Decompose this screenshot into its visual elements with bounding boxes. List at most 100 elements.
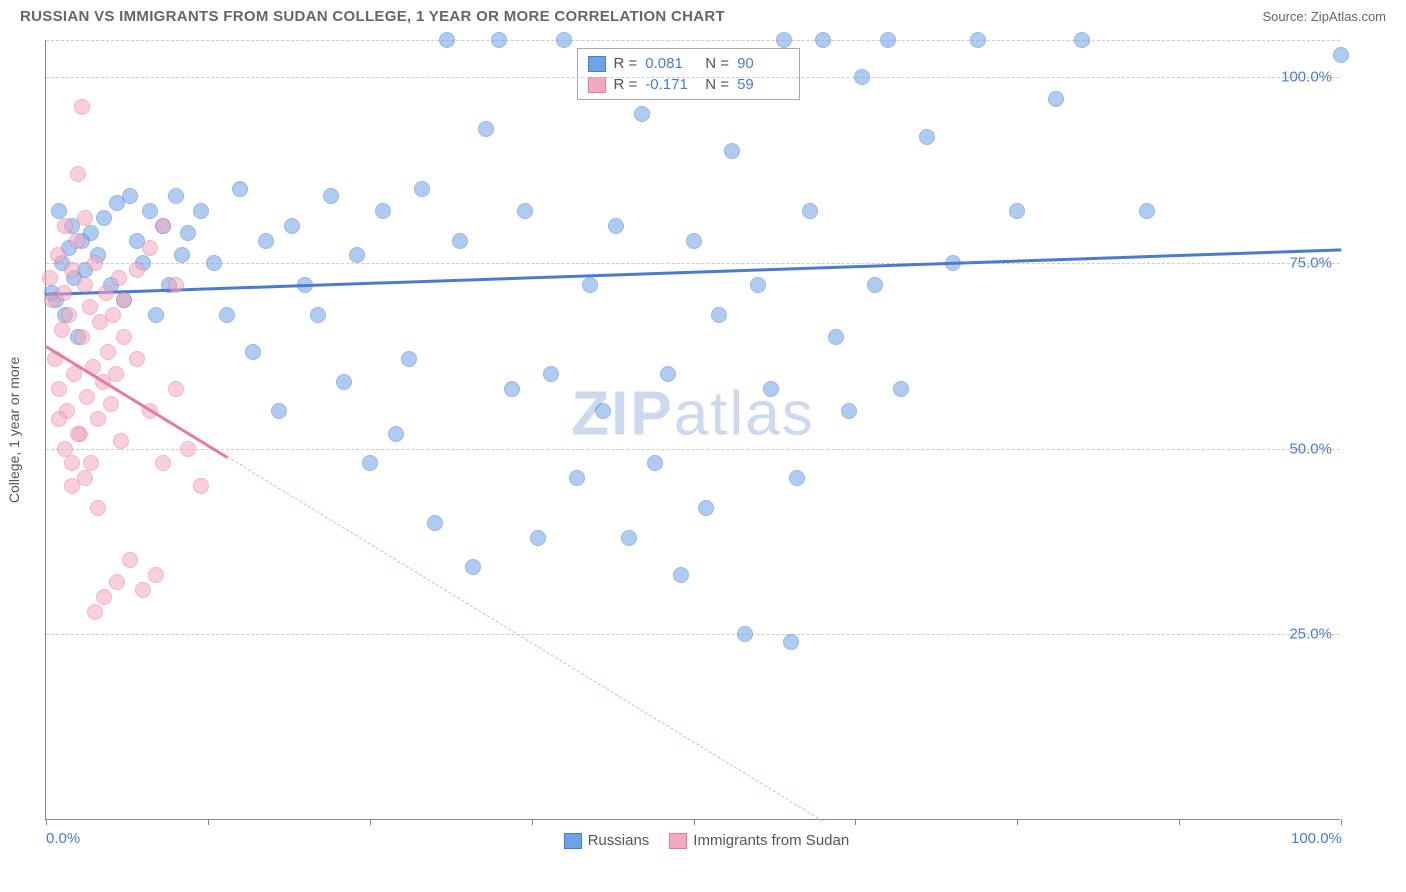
n-value-russians: 90	[737, 55, 789, 72]
data-point	[90, 500, 106, 516]
data-point	[83, 455, 99, 471]
data-point	[491, 32, 507, 48]
data-point	[543, 366, 559, 382]
data-point	[57, 441, 73, 457]
data-point	[113, 433, 129, 449]
data-point	[258, 233, 274, 249]
data-point	[111, 270, 127, 286]
data-point	[70, 166, 86, 182]
r-value-sudan: -0.171	[645, 76, 697, 93]
gridline	[46, 449, 1340, 450]
x-tick	[855, 819, 856, 825]
gridline	[46, 263, 1340, 264]
data-point	[698, 500, 714, 516]
legend-item-sudan: Immigrants from Sudan	[669, 832, 849, 849]
data-point	[79, 389, 95, 405]
data-point	[57, 218, 73, 234]
data-point	[42, 270, 58, 286]
data-point	[880, 32, 896, 48]
data-point	[98, 285, 114, 301]
data-point	[109, 574, 125, 590]
legend-item-russians: Russians	[564, 832, 650, 849]
r-label: R =	[614, 55, 638, 72]
data-point	[142, 240, 158, 256]
legend-label-sudan: Immigrants from Sudan	[693, 832, 849, 849]
chart-container: ZIPatlas College, 1 year or more R = 0.0…	[45, 40, 1340, 820]
stats-row-russians: R = 0.081 N = 90	[588, 53, 790, 74]
data-point	[96, 210, 112, 226]
data-point	[168, 188, 184, 204]
data-point	[174, 247, 190, 263]
legend-label-russians: Russians	[588, 832, 650, 849]
data-point	[105, 307, 121, 323]
data-point	[724, 143, 740, 159]
data-point	[74, 329, 90, 345]
data-point	[90, 411, 106, 427]
data-point	[129, 351, 145, 367]
y-axis-label: College, 1 year or more	[6, 356, 22, 502]
data-point	[82, 299, 98, 315]
data-point	[51, 203, 67, 219]
data-point	[155, 218, 171, 234]
data-point	[310, 307, 326, 323]
data-point	[750, 277, 766, 293]
data-point	[70, 426, 86, 442]
data-point	[569, 470, 585, 486]
data-point	[50, 247, 66, 263]
x-tick	[46, 819, 47, 825]
trend-line	[46, 248, 1341, 295]
data-point	[1048, 91, 1064, 107]
data-point	[919, 129, 935, 145]
swatch-sudan	[588, 77, 606, 93]
data-point	[776, 32, 792, 48]
gridline	[46, 77, 1340, 78]
data-point	[1139, 203, 1155, 219]
data-point	[155, 455, 171, 471]
data-point	[64, 455, 80, 471]
data-point	[660, 366, 676, 382]
chart-title: RUSSIAN VS IMMIGRANTS FROM SUDAN COLLEGE…	[20, 8, 725, 25]
x-tick-label: 100.0%	[1291, 830, 1342, 847]
x-tick	[694, 819, 695, 825]
data-point	[83, 225, 99, 241]
data-point	[439, 32, 455, 48]
data-point	[362, 455, 378, 471]
data-point	[54, 322, 70, 338]
y-tick-label: 75.0%	[1289, 254, 1332, 271]
data-point	[647, 455, 663, 471]
swatch-russians	[564, 833, 582, 849]
x-tick	[1341, 819, 1342, 825]
r-value-russians: 0.081	[645, 55, 697, 72]
x-tick	[370, 819, 371, 825]
data-point	[388, 426, 404, 442]
data-point	[77, 470, 93, 486]
chart-header: RUSSIAN VS IMMIGRANTS FROM SUDAN COLLEGE…	[0, 0, 1406, 29]
data-point	[1333, 47, 1349, 63]
data-point	[148, 307, 164, 323]
x-tick	[1179, 819, 1180, 825]
data-point	[61, 307, 77, 323]
swatch-russians	[588, 56, 606, 72]
data-point	[96, 589, 112, 605]
trend-line-extrapolated	[227, 456, 823, 821]
data-point	[556, 32, 572, 48]
data-point	[122, 552, 138, 568]
data-point	[168, 381, 184, 397]
data-point	[142, 203, 158, 219]
data-point	[582, 277, 598, 293]
bottom-legend: Russians Immigrants from Sudan	[564, 832, 850, 849]
data-point	[634, 106, 650, 122]
data-point	[77, 210, 93, 226]
data-point	[828, 329, 844, 345]
data-point	[116, 292, 132, 308]
data-point	[77, 277, 93, 293]
data-point	[375, 203, 391, 219]
data-point	[103, 396, 119, 412]
data-point	[87, 604, 103, 620]
chart-source: Source: ZipAtlas.com	[1262, 9, 1386, 24]
data-point	[517, 203, 533, 219]
x-tick	[1017, 819, 1018, 825]
data-point	[737, 626, 753, 642]
r-label: R =	[614, 76, 638, 93]
data-point	[69, 233, 85, 249]
